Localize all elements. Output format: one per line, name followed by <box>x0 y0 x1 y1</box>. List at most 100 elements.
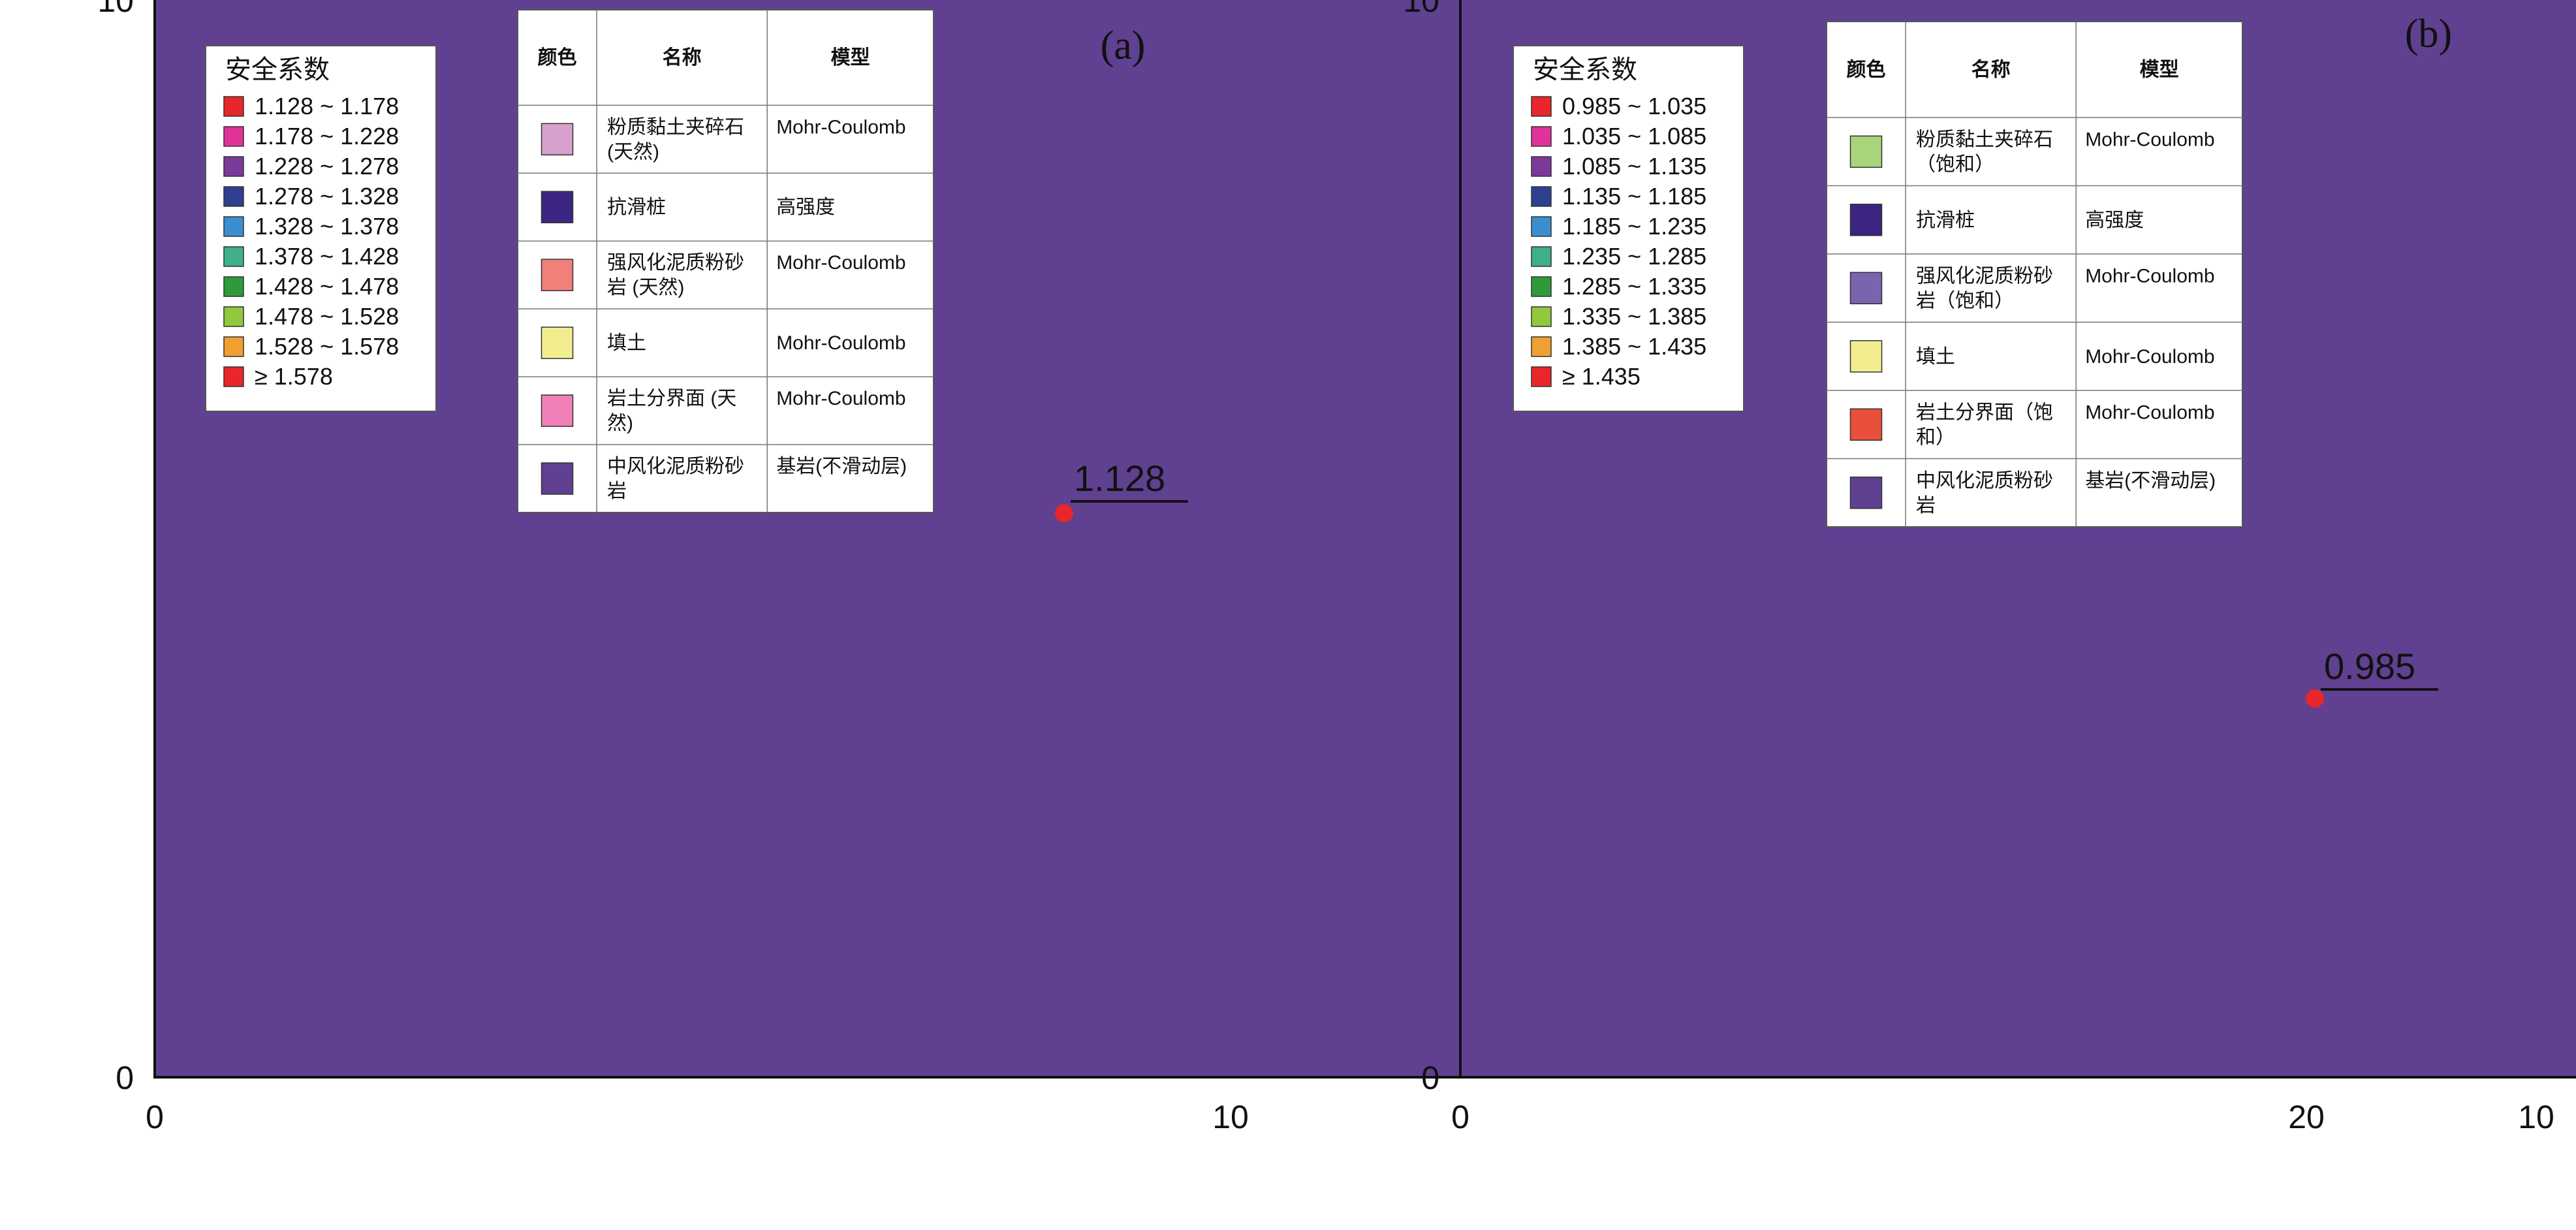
material-name: 强风化泥质粉砂 <box>607 252 744 274</box>
material-model: Mohr-Coulomb <box>776 116 905 138</box>
material-name: 和） <box>1916 426 1955 448</box>
material-model: Mohr-Coulomb <box>776 388 905 409</box>
material-name: 岩 <box>1916 495 1936 516</box>
material-name: 岩土分界面 (天 <box>607 388 736 409</box>
material-name: 然) <box>607 413 633 434</box>
legend-label: ≥ 1.435 <box>1562 363 1641 390</box>
legend-label: 1.228 ~ 1.278 <box>255 153 399 180</box>
material-model: 基岩(不滑动层) <box>2085 470 2216 492</box>
legend-swatch <box>1531 96 1552 117</box>
material-name: 中风化泥质粉砂 <box>607 456 744 477</box>
axes-frame <box>153 0 2576 1079</box>
legend-swatch <box>223 186 244 207</box>
panel-tag: (a) <box>1101 24 1146 68</box>
material-swatch <box>541 191 574 223</box>
legend-swatch <box>1531 366 1552 387</box>
material-name: 粉质黏土夹碎石 <box>1916 129 2053 150</box>
y-tick-label: 0 <box>116 1060 134 1096</box>
table-header: 颜色 <box>1847 59 1886 81</box>
legend-label: 1.185 ~ 1.235 <box>1562 213 1706 240</box>
material-name: 岩（饱和） <box>1916 290 2014 311</box>
x-tick-label: 0 <box>146 1099 164 1135</box>
legend-label: 1.528 ~ 1.578 <box>255 333 399 360</box>
legend-swatch <box>1531 156 1552 177</box>
material-model: Mohr-Coulomb <box>776 332 905 354</box>
y-tick-label: 10 <box>1403 0 1439 19</box>
legend-swatch <box>223 366 244 387</box>
x-tick-label: 0 <box>1451 1099 1469 1135</box>
material-swatch <box>1849 408 1883 441</box>
legend-swatch <box>1531 246 1552 267</box>
material-name: 岩 <box>607 481 627 502</box>
safety-factor-legend: 安全系数 0.985 ~ 1.035 1.035 ~ 1.085 1.085 ~ 1.… <box>1513 45 1744 412</box>
material-name: （饱和） <box>1916 153 1994 175</box>
x-tick-label: 10 <box>2518 1099 2554 1135</box>
table-header: 名称 <box>1971 59 2011 81</box>
fos-value: 1.128 <box>1074 458 1165 499</box>
material-name: 粉质黏土夹碎石 <box>607 116 744 138</box>
material-name: (天然) <box>607 141 659 163</box>
legend-label: 1.478 ~ 1.528 <box>255 303 399 330</box>
legend-label: 1.335 ~ 1.385 <box>1562 303 1706 330</box>
material-name: 填土 <box>1916 346 1955 368</box>
fos-value: 0.985 <box>2324 646 2415 687</box>
legend-label: 1.385 ~ 1.435 <box>1562 333 1706 360</box>
material-model: 高强度 <box>776 197 835 218</box>
material-swatch <box>541 123 574 156</box>
x-tick-label: 20 <box>2288 1099 2325 1135</box>
material-swatch <box>1849 135 1883 168</box>
legend-label: 0.985 ~ 1.035 <box>1562 93 1706 119</box>
material-swatch <box>1849 272 1883 305</box>
legend-swatch <box>223 156 244 177</box>
material-name: 强风化泥质粉砂 <box>1916 265 2053 287</box>
legend-label: 1.135 ~ 1.185 <box>1562 183 1706 210</box>
material-swatch <box>541 462 574 495</box>
material-model: Mohr-Coulomb <box>2085 129 2214 150</box>
panel-b: 0102030405060708090100010203040506070距离/… <box>1403 0 2576 1135</box>
legend-swatch <box>223 306 244 327</box>
table-frame <box>1826 21 2243 528</box>
legend-label: 1.278 ~ 1.328 <box>255 183 399 210</box>
legend-swatch <box>1531 306 1552 327</box>
legend-label: 1.178 ~ 1.228 <box>255 123 399 150</box>
material-name: 抗滑桩 <box>1916 210 1975 231</box>
table-header: 模型 <box>831 47 870 69</box>
legend-label: 1.128 ~ 1.178 <box>255 93 399 119</box>
fos-marker <box>1055 504 1073 522</box>
legend-swatch <box>1531 186 1552 207</box>
table-header: 名称 <box>663 47 702 69</box>
material-name: 抗滑桩 <box>607 197 666 218</box>
axes-frame <box>1459 0 2576 1079</box>
legend-swatch <box>1531 336 1552 357</box>
material-swatch <box>541 259 574 291</box>
panel-tag: (b) <box>2405 12 2452 56</box>
material-swatch <box>1849 477 1883 509</box>
table-header: 模型 <box>2140 59 2179 81</box>
legend-label: 1.235 ~ 1.285 <box>1562 243 1706 270</box>
legend-swatch <box>223 96 244 117</box>
legend-swatch <box>1531 276 1552 297</box>
material-model: Mohr-Coulomb <box>2085 265 2214 287</box>
legend-frame <box>1513 45 1744 412</box>
material-swatch <box>541 326 574 359</box>
x-tick-label: 10 <box>1212 1099 1249 1135</box>
legend-title: 安全系数 <box>225 55 330 84</box>
table-frame <box>517 9 934 513</box>
legend-label: 1.378 ~ 1.428 <box>255 243 399 270</box>
legend-swatch <box>223 246 244 267</box>
legend-swatch <box>223 276 244 297</box>
material-swatch <box>1849 340 1883 373</box>
y-tick-label: 10 <box>97 0 134 19</box>
legend-label: 1.428 ~ 1.478 <box>255 273 399 300</box>
legend-label: 1.085 ~ 1.135 <box>1562 153 1706 180</box>
material-model: Mohr-Coulomb <box>776 252 905 274</box>
legend-frame <box>205 45 437 412</box>
material-swatch <box>541 394 574 427</box>
legend-label: 1.035 ~ 1.085 <box>1562 123 1706 150</box>
fos-marker <box>2306 689 2324 708</box>
legend-swatch <box>223 336 244 357</box>
legend-swatch <box>1531 126 1552 147</box>
material-name: 填土 <box>607 332 646 354</box>
